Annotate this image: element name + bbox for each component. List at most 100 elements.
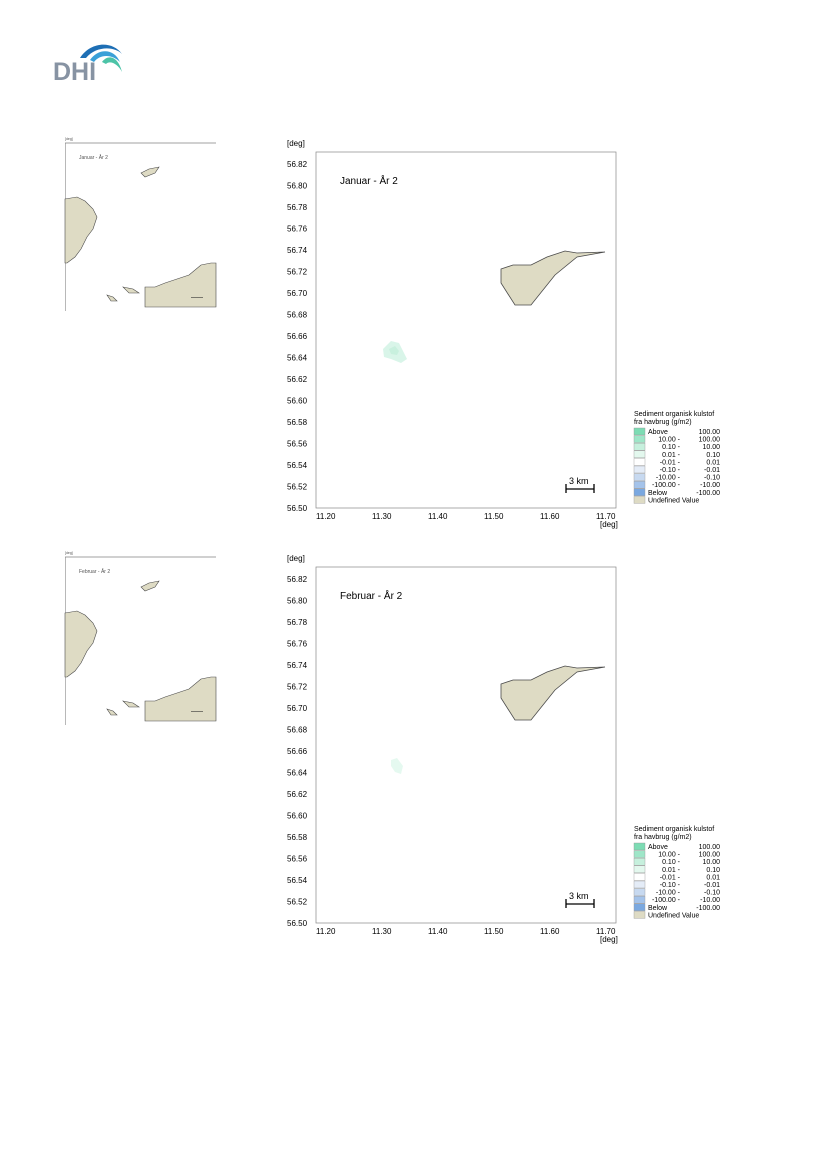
legend-swatch — [633, 435, 646, 443]
legend-swatch — [633, 865, 646, 873]
y-tick-label: 56.68 — [287, 311, 308, 320]
x-tick-label: 11.20 — [316, 512, 336, 521]
legend-range-high: 100.00 — [699, 429, 721, 436]
legend-label: Undefined Value — [648, 497, 699, 504]
y-tick-label: 56.68 — [287, 726, 308, 735]
legend-title-line1: Sediment organisk kulstof — [634, 411, 714, 418]
map-title: Februar - År 2 — [340, 589, 403, 602]
main-map-1: [deg] 56.82 56.80 56.78 56.76 56.74 56.72 56.7… — [287, 139, 618, 529]
y-tick-label: 56.78 — [287, 203, 308, 212]
legend-swatch — [633, 427, 646, 436]
legend-swatch — [633, 480, 646, 489]
legend-range-high: 100.00 — [699, 437, 721, 444]
scale-bar-label: 3 km — [569, 891, 589, 901]
x-tick-label: 11.70 — [596, 927, 616, 936]
legend-swatch — [633, 496, 646, 504]
legend-range-low: -0.01 - — [660, 459, 681, 466]
legend-range-high: 0.01 — [706, 874, 720, 881]
legend-range-low: 0.10 - — [662, 859, 681, 866]
legend-range-low: 0.10 - — [662, 444, 681, 451]
x-tick-label: 11.20 — [316, 927, 336, 936]
scale-bar: 3 km — [565, 891, 595, 908]
y-tick-label: 56.62 — [287, 375, 308, 384]
legend-swatch — [633, 465, 646, 474]
x-tick-label: 11.60 — [540, 927, 560, 936]
legend-range-high: -100.00 — [696, 490, 720, 497]
y-tick-label: 56.64 — [287, 769, 308, 778]
y-tick-label: 56.62 — [287, 790, 308, 799]
y-tick-label: 56.56 — [287, 440, 308, 449]
overview-unit-label: [deg] — [65, 551, 73, 555]
legend-range-low: -10.00 - — [656, 475, 681, 482]
y-tick-label: 56.52 — [287, 898, 308, 907]
y-tick-label: 56.54 — [287, 461, 308, 470]
island-land — [500, 665, 606, 721]
legend-title-line2: fra havbrug (g/m2) — [634, 834, 692, 841]
x-tick-label: 11.50 — [484, 512, 504, 521]
legend-range-high: -0.01 — [704, 467, 720, 474]
legend-range-high: -0.01 — [704, 882, 720, 889]
legend-swatch — [633, 911, 646, 919]
legend-swatch — [633, 880, 646, 889]
x-tick-label: 11.40 — [428, 927, 448, 936]
y-tick-label: 56.76 — [287, 640, 308, 649]
y-tick-label: 56.58 — [287, 418, 308, 427]
x-tick-label: 11.70 — [596, 512, 616, 521]
legend-range-high: 100.00 — [699, 844, 721, 851]
y-unit-label: [deg] — [287, 554, 305, 563]
legend-range-high: 10.00 — [702, 444, 720, 451]
y-tick-labels: 56.82 56.80 56.78 56.76 56.74 56.72 56.70 56.68… — [287, 575, 308, 928]
legend-swatch — [633, 858, 646, 866]
legend-range-low: 0.01 - — [662, 867, 681, 874]
legend-range-high: -100.00 — [696, 905, 720, 912]
y-tick-label: 56.74 — [287, 661, 308, 670]
y-tick-label: 56.82 — [287, 575, 308, 584]
legend-range-high: -0.10 — [704, 890, 720, 897]
legend-range-low: -0.01 - — [660, 874, 681, 881]
x-unit-label: [deg] — [600, 520, 618, 529]
y-tick-label: 56.80 — [287, 182, 308, 191]
legend-range-low: -100.00 - — [652, 482, 681, 489]
legend-range-high: 0.01 — [706, 459, 720, 466]
y-tick-labels: 56.82 56.80 56.78 56.76 56.74 56.72 56.70 56.68… — [287, 160, 308, 513]
y-tick-label: 56.66 — [287, 332, 308, 341]
y-unit-label: [deg] — [287, 139, 305, 148]
y-tick-label: 56.50 — [287, 919, 308, 928]
legend-label: Below — [648, 490, 668, 497]
legend-title-line2: fra havbrug (g/m2) — [634, 419, 692, 426]
legend-swatch — [633, 895, 646, 904]
y-tick-label: 56.72 — [287, 268, 308, 277]
x-tick-label: 11.40 — [428, 512, 448, 521]
x-unit-label: [deg] — [600, 935, 618, 944]
legend-range-high: -0.10 — [704, 475, 720, 482]
legend-range-high: 0.10 — [706, 452, 720, 459]
legend-range-high: 0.10 — [706, 867, 720, 874]
map-title: Januar - År 2 — [340, 174, 398, 187]
x-tick-label: 11.60 — [540, 512, 560, 521]
main-map-2: [deg] 56.82 56.80 56.78 56.76 56.74 56.72 56.7… — [287, 554, 618, 944]
legend-swatch — [633, 873, 646, 881]
y-tick-label: 56.78 — [287, 618, 308, 627]
y-tick-label: 56.74 — [287, 246, 308, 255]
y-tick-label: 56.50 — [287, 504, 308, 513]
legend-range-high: 10.00 — [702, 859, 720, 866]
legend-range-high: -10.00 — [700, 897, 720, 904]
island-land — [500, 250, 606, 306]
overview-map-2: [deg] Februar - År 2 — [64, 551, 217, 725]
overview-title: Januar - År 2 — [79, 154, 108, 161]
legend-title-line1: Sediment organisk kulstof — [634, 826, 714, 833]
y-tick-label: 56.72 — [287, 683, 308, 692]
legend-range-high: 100.00 — [699, 852, 721, 859]
y-tick-label: 56.70 — [287, 704, 308, 713]
legend-swatch — [633, 850, 646, 858]
legend-swatch — [633, 443, 646, 451]
x-tick-label: 11.50 — [484, 927, 504, 936]
x-tick-label: 11.30 — [372, 512, 392, 521]
overview-unit-label: [deg] — [65, 137, 73, 141]
x-tick-label: 11.30 — [372, 927, 392, 936]
legend-range-low: -100.00 - — [652, 897, 681, 904]
y-tick-label: 56.60 — [287, 812, 308, 821]
legend-swatch — [633, 888, 646, 896]
